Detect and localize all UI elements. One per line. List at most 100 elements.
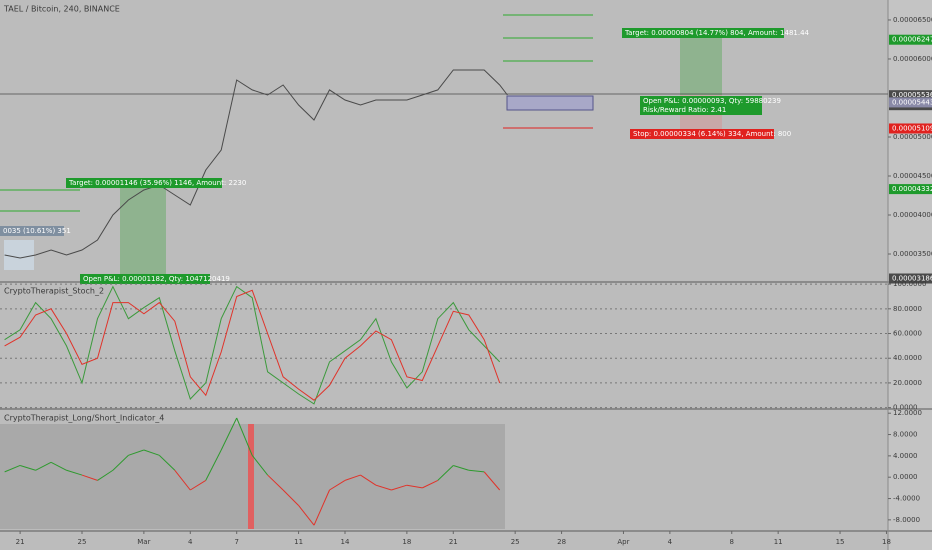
x-tick-label: Apr [617, 538, 629, 546]
y-tick-label: 4.0000 [893, 452, 918, 460]
segment [375, 484, 392, 491]
annotation: 0035 (10.61%) 351 [3, 227, 71, 235]
target-zone [680, 30, 722, 95]
annotation: Risk/Reward Ratio: 2.41 [643, 106, 726, 114]
price-badge-label: 0.00004332 [892, 185, 932, 193]
position-box [506, 95, 594, 111]
x-tick-label: 7 [234, 538, 238, 546]
segment [406, 484, 423, 489]
segment [50, 461, 67, 471]
segment [267, 474, 284, 491]
y-tick-label: 12.0000 [893, 409, 922, 417]
segment [468, 469, 485, 473]
y-tick-label: 100.0000 [893, 280, 926, 288]
y-tick-label: 0.00005000 [893, 133, 932, 141]
segment [437, 465, 454, 481]
x-tick-label: 11 [774, 538, 783, 546]
segment [236, 417, 253, 456]
price-badge-label: 0.00006247 [892, 36, 932, 44]
x-tick-label: 21 [449, 538, 458, 546]
segment [143, 449, 160, 456]
y-tick-label: 20.0000 [893, 379, 922, 387]
x-tick-label: 15 [836, 538, 845, 546]
segment [97, 469, 114, 481]
y-tick-label: 0.00004000 [893, 211, 932, 219]
price-badge-label: 0.00005443 [892, 98, 932, 106]
series-line [4, 289, 501, 401]
indicator-title: CryptoTherapist_Stoch_2 [4, 287, 104, 296]
position-box [4, 240, 34, 270]
x-tick-label: 28 [557, 538, 566, 546]
x-tick-label: 14 [341, 538, 350, 546]
y-tick-label: -8.0000 [893, 516, 920, 524]
annotation: Open P&L: 0.00000093, Qty: 59880239 [643, 97, 781, 105]
x-tick-label: 18 [882, 538, 891, 546]
segment [4, 465, 21, 473]
highlight-bar [248, 424, 254, 529]
x-tick-label: 11 [294, 538, 303, 546]
x-tick-label: 21 [16, 538, 25, 546]
x-tick-label: 4 [188, 538, 193, 546]
price-badge-label: 0.00005536 [892, 91, 932, 99]
annotation-box [630, 129, 774, 139]
y-tick-label: 40.0000 [893, 354, 922, 362]
segment [174, 469, 191, 491]
indicator-title: CryptoTherapist_Long/Short_Indicator_4 [4, 414, 164, 423]
annotation-box [622, 28, 784, 38]
segment [483, 471, 501, 491]
segment [158, 454, 176, 471]
segment [298, 505, 315, 526]
annotation: Target: 0.00000804 (14.77%) 804, Amount:… [624, 29, 810, 37]
segment [422, 479, 439, 489]
y-tick-label: 0.00006500 [893, 16, 932, 24]
x-tick-label: 18 [402, 538, 411, 546]
x-tick-label: Mar [137, 538, 150, 546]
price-line [4, 69, 508, 259]
segment [282, 489, 299, 506]
price-badge [889, 273, 932, 284]
price-badge-label: 0.00003186 [892, 275, 932, 283]
x-tick-label: 25 [511, 538, 520, 546]
series-line [4, 285, 501, 405]
y-tick-label: 60.0000 [893, 330, 922, 338]
segment [391, 484, 408, 491]
segment [313, 489, 330, 526]
price-badge [889, 34, 932, 45]
annotation-box [80, 274, 210, 284]
segment [453, 464, 469, 471]
segment [81, 474, 98, 481]
y-tick-label: 0.0000 [893, 473, 918, 481]
y-tick-label: -4.0000 [893, 495, 920, 503]
annotation: Stop: 0.00000334 (6.14%) 334, Amount: 80… [633, 130, 791, 138]
x-tick-label: 4 [668, 538, 673, 546]
segment [112, 454, 129, 471]
segment [360, 474, 377, 486]
price-badge [889, 97, 932, 108]
segment [19, 464, 36, 471]
x-tick-label: 8 [730, 538, 734, 546]
segment [220, 417, 238, 451]
y-tick-label: 0.0000 [893, 404, 918, 412]
symbol-title: TAEL / Bitcoin, 240, BINANCE [3, 5, 120, 14]
y-tick-label: 0.00006000 [893, 55, 932, 63]
target-zone [120, 188, 166, 276]
x-tick-label: 25 [78, 538, 87, 546]
segment [344, 474, 361, 481]
price-badge [889, 184, 932, 195]
annotation: Target: 0.00001146 (35.96%) 1146, Amount… [68, 179, 246, 187]
annotation-box [66, 178, 222, 188]
y-tick-label: 8.0000 [893, 431, 918, 439]
annotation: Open P&L: 0.00001182, Qty: 1047120419 [83, 275, 230, 283]
segment [329, 479, 346, 491]
y-tick-label: 80.0000 [893, 305, 922, 313]
segment [190, 479, 207, 491]
price-badge-label: 0.00005109 [892, 124, 932, 132]
segment [66, 469, 83, 476]
price-badge [889, 90, 932, 101]
y-tick-label: 0.00003500 [893, 250, 932, 258]
segment [35, 461, 52, 471]
price-badge [889, 123, 932, 134]
segment [251, 455, 269, 476]
segment [205, 449, 222, 481]
